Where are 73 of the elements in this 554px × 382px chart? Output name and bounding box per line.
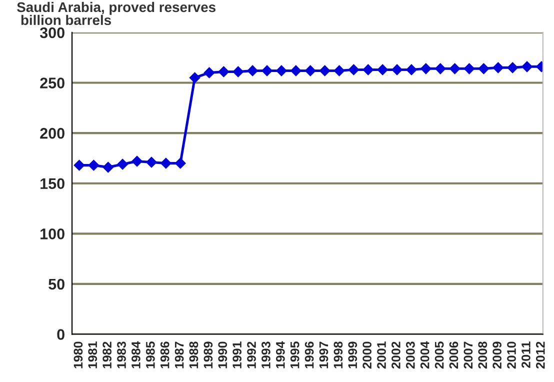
x-tick-label: 1996 <box>304 342 314 368</box>
y-tick-label: 100 <box>40 228 64 240</box>
x-tick-label: 1988 <box>189 342 198 368</box>
point <box>420 63 432 74</box>
x-tick-label: 1997 <box>319 342 328 368</box>
point <box>132 156 142 167</box>
x-tick-label: 1983 <box>117 342 126 368</box>
point <box>449 63 460 74</box>
x-tick-label: 1995 <box>290 342 300 368</box>
x-tick-label: 2007 <box>464 342 473 369</box>
point <box>406 64 417 76</box>
point <box>492 62 504 74</box>
point <box>290 65 302 76</box>
point <box>507 62 518 74</box>
y-tick-label: 200 <box>40 128 64 139</box>
point <box>117 158 128 170</box>
x-tick-label: 2001 <box>377 342 386 369</box>
point <box>478 63 490 74</box>
x-tick-label: 2004 <box>420 341 430 369</box>
point <box>218 66 230 78</box>
chart-title: Saudi Arabia, proved reserves billion barrels <box>17 2 216 26</box>
x-tick-label: 2000 <box>362 342 372 369</box>
point <box>204 67 215 78</box>
point <box>262 65 272 76</box>
point <box>276 65 287 76</box>
y-tick-label: 50 <box>48 278 64 290</box>
x-tick-label: 2005 <box>434 342 444 369</box>
x-tick-label: 1980 <box>74 342 83 368</box>
x-tick-label: 1991 <box>232 342 242 368</box>
x-tick-label: 2003 <box>406 342 415 369</box>
point <box>334 65 345 76</box>
point <box>160 158 172 169</box>
x-tick-label: 1989 <box>204 342 213 368</box>
x-tick-label: 1998 <box>334 342 343 368</box>
point <box>146 156 157 168</box>
x-tick-label: 1993 <box>262 342 270 368</box>
x-tick-label: 2010 <box>507 342 516 369</box>
point <box>304 65 316 76</box>
x-tick-label: 1982 <box>102 342 112 368</box>
x-tick-label: 1981 <box>88 342 98 368</box>
point <box>247 65 258 76</box>
x-tick-label: 2009 <box>492 342 502 369</box>
x-tick-label: 1985 <box>146 342 155 368</box>
point <box>377 64 388 76</box>
x-tick-label: 1992 <box>247 342 256 368</box>
point <box>348 64 360 76</box>
y-tick-label: 300 <box>40 27 64 38</box>
point <box>174 158 186 169</box>
x-tick-label: 2006 <box>449 342 458 369</box>
point <box>189 72 200 84</box>
point <box>102 162 114 173</box>
y-tick-label: 150 <box>40 178 64 190</box>
x-tick-label: 1990 <box>218 342 228 368</box>
point <box>434 63 446 74</box>
y-tick-label: 250 <box>40 78 64 88</box>
point <box>232 66 244 78</box>
x-tick-label: 1986 <box>160 342 170 368</box>
point <box>74 160 85 171</box>
point <box>392 64 402 76</box>
point <box>362 64 374 76</box>
point <box>464 63 475 74</box>
x-tick-label: 2011 <box>522 342 530 368</box>
point <box>522 61 532 72</box>
x-tick-label: 1994 <box>276 341 285 368</box>
x-tick-label: 2002 <box>392 342 400 369</box>
point <box>319 65 330 76</box>
x-tick-label: 2012 <box>536 342 545 369</box>
x-tick-label: 1999 <box>348 342 358 368</box>
x-tick-label: 2008 <box>478 342 488 369</box>
x-tick-label: 1984 <box>132 341 140 368</box>
point <box>88 160 100 171</box>
x-tick-label: 1987 <box>174 342 184 368</box>
y-tick-label: 0 <box>57 329 64 340</box>
